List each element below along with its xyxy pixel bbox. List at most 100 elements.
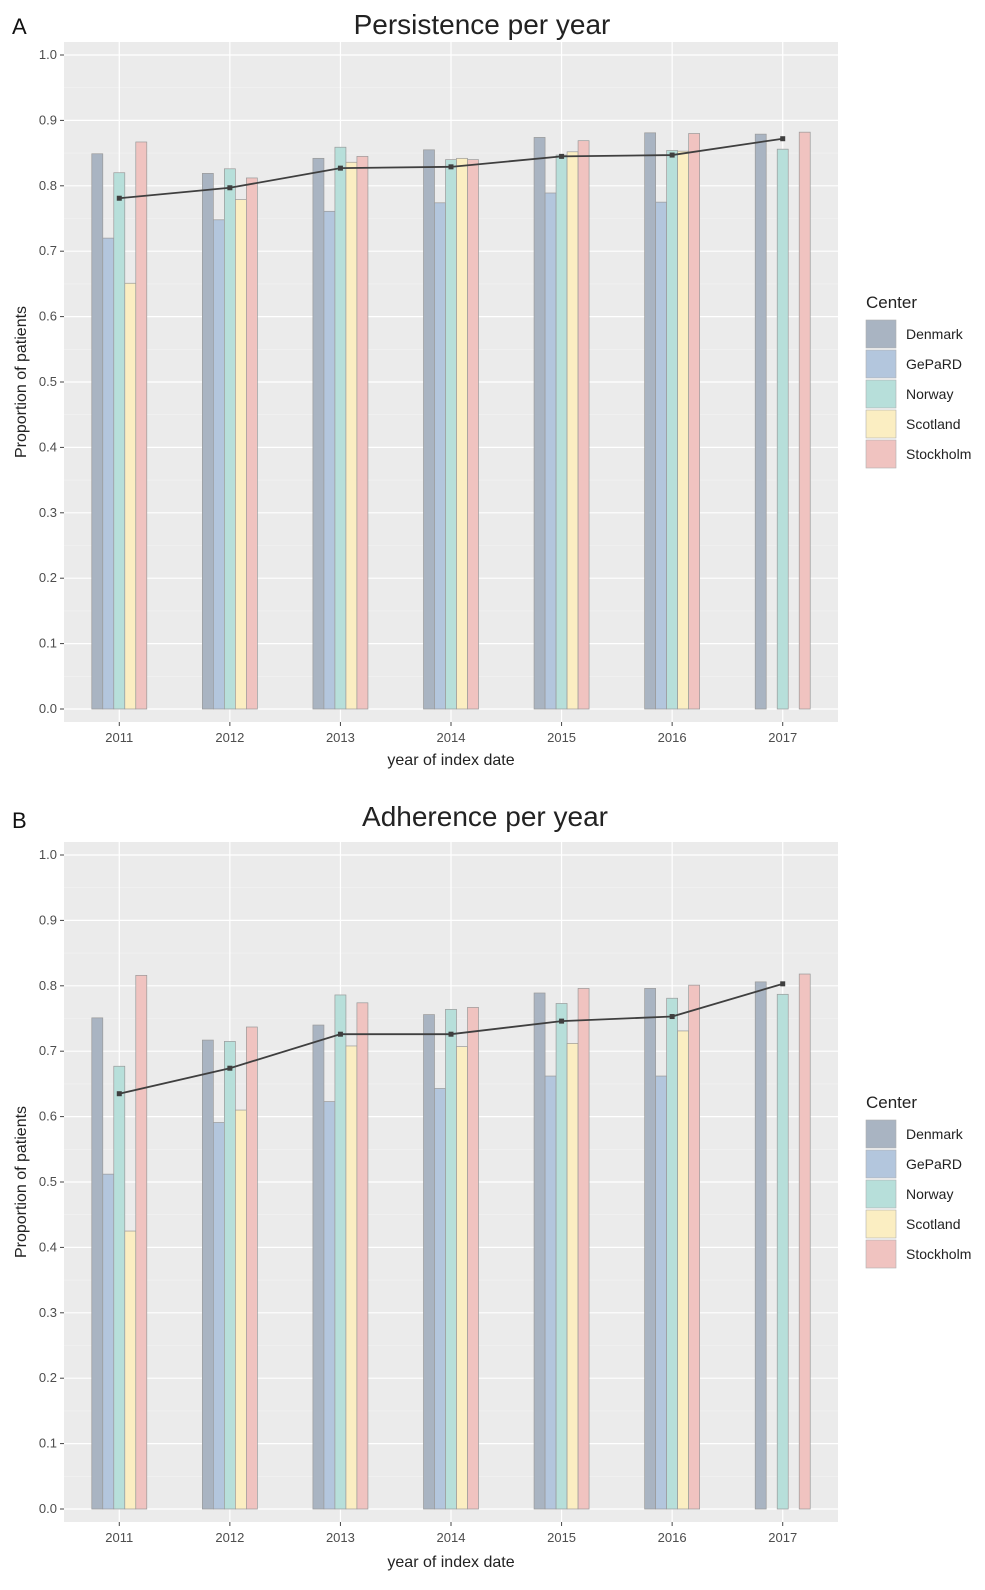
bar-denmark (423, 1014, 435, 1510)
x-tick-label: 2017 (768, 1530, 797, 1545)
y-tick-label: 0.7 (39, 1043, 57, 1058)
bar-norway (334, 146, 347, 710)
bar-norway (445, 159, 457, 710)
bar-stockholm (246, 1026, 258, 1510)
bar-stockholm (688, 984, 700, 1510)
panel-label: A (12, 14, 27, 39)
bar-gepard (102, 1173, 115, 1510)
legend: Center Denmark GePaRD Norway Scotland Stockh… (865, 1093, 971, 1269)
legend-label-gepard: GePaRD (906, 356, 962, 372)
bars (91, 131, 811, 710)
bar-gepard (323, 1101, 336, 1510)
bar-norway (445, 1008, 457, 1510)
x-tick-label: 2017 (768, 730, 797, 745)
y-tick-label: 1.0 (39, 847, 57, 862)
trend-point (227, 185, 233, 191)
y-axis-ticks: 0.0 0.1 0.2 0.3 0.4 0.5 0.6 0.7 0.8 0.9 1.0 (39, 47, 64, 716)
y-tick-label: 0.9 (39, 112, 57, 127)
bar-norway (666, 150, 678, 710)
y-tick-label: 0.5 (39, 1174, 57, 1189)
bar-scotland (345, 161, 358, 710)
bar-gepard (323, 210, 336, 710)
trend-point (780, 136, 786, 142)
x-tick-label: 2011 (105, 730, 133, 745)
bar-stockholm (356, 156, 369, 710)
bar-scotland (235, 1109, 247, 1510)
y-tick-label: 0.1 (39, 1436, 57, 1451)
bar-denmark (644, 988, 656, 1510)
bar-denmark (202, 1039, 214, 1510)
bar-denmark (312, 157, 325, 710)
legend-label-gepard: GePaRD (906, 1156, 962, 1172)
trend-point (780, 981, 786, 987)
bar-denmark (202, 173, 214, 710)
bar-denmark (754, 981, 767, 1510)
bar-scotland (235, 199, 247, 710)
legend-key-norway (865, 379, 897, 409)
trend-point (669, 152, 675, 158)
bar-norway (113, 1065, 126, 1510)
bar-denmark (754, 133, 767, 710)
bar-norway (555, 154, 568, 710)
legend-key-stockholm (865, 1239, 897, 1269)
bar-gepard (434, 1088, 446, 1510)
bar-norway (776, 148, 789, 710)
bar-scotland (124, 1230, 137, 1510)
y-axis-ticks: 0.0 0.1 0.2 0.3 0.4 0.5 0.6 0.7 0.8 0.9 1.0 (39, 847, 64, 1516)
legend-key-denmark (865, 1119, 897, 1149)
x-axis-ticks: 2011 2012 2013 2014 2015 2016 2017 (105, 1522, 797, 1545)
bar-gepard (544, 192, 557, 710)
bar-denmark (312, 1024, 325, 1510)
legend-key-gepard (865, 1149, 897, 1179)
legend-label-norway: Norway (906, 1186, 953, 1202)
chart-title: Adherence per year (362, 801, 608, 832)
bar-denmark (423, 149, 435, 710)
trend-point (227, 1065, 233, 1071)
y-tick-label: 0.4 (39, 1239, 57, 1254)
persistence-chart-svg: A Persistence per year 0.00.10.20.30.40.… (12, 9, 971, 769)
legend-label-stockholm: Stockholm (906, 1246, 971, 1262)
adherence-chart-panel: B Adherence per year 0.0 0.1 0.2 0.3 0.4 0.5 0… (0, 800, 985, 1590)
y-tick-label: 0.2 (39, 1370, 57, 1385)
x-tick-label: 2015 (547, 730, 576, 745)
bar-stockholm (798, 131, 811, 710)
y-tick-label: 0.0 (39, 1501, 57, 1516)
legend-key-scotland (865, 1209, 897, 1239)
legend-label-stockholm: Stockholm (906, 446, 971, 462)
x-tick-label: 2014 (437, 1530, 466, 1545)
x-tick-label: 2013 (326, 730, 355, 745)
trend-point (337, 165, 343, 171)
x-tick-label: 2016 (658, 730, 687, 745)
bar-stockholm (356, 1002, 369, 1510)
legend-label-scotland: Scotland (906, 416, 960, 432)
bar-denmark (533, 137, 546, 710)
persistence-chart-panel: A Persistence per year 0.0 0.1 0.2 0.3 0.4 0.… (0, 0, 985, 790)
x-tick-label: 2012 (215, 730, 244, 745)
bar-gepard (655, 201, 667, 710)
bar-stockholm (577, 988, 590, 1510)
y-tick-label: 0.1 (39, 636, 57, 651)
y-tick-label: 0.3 (39, 505, 57, 520)
bar-stockholm (246, 177, 258, 710)
bar-scotland (456, 157, 468, 710)
panel-label: B (12, 808, 27, 833)
adherence-chart-svg: B Adherence per year 0.00.10.20.30.40.50… (12, 801, 971, 1571)
y-axis-label: Proportion of patients (13, 306, 30, 458)
trend-point (559, 1018, 565, 1024)
x-tick-label: 2012 (215, 1530, 244, 1545)
x-tick-label: 2015 (547, 1530, 576, 1545)
bar-scotland (345, 1045, 358, 1510)
bar-scotland (124, 282, 137, 710)
legend-title: Center (866, 293, 917, 312)
bar-gepard (213, 1122, 225, 1510)
y-tick-label: 0.8 (39, 978, 57, 993)
bar-scotland (456, 1046, 468, 1510)
bar-norway (555, 1003, 568, 1510)
trend-point (337, 1031, 343, 1037)
trend-line (116, 981, 786, 1097)
bar-gepard (434, 202, 446, 710)
bar-stockholm (798, 973, 811, 1510)
y-tick-label: 0.9 (39, 912, 57, 927)
bar-scotland (677, 1030, 689, 1510)
bar-norway (776, 993, 789, 1510)
